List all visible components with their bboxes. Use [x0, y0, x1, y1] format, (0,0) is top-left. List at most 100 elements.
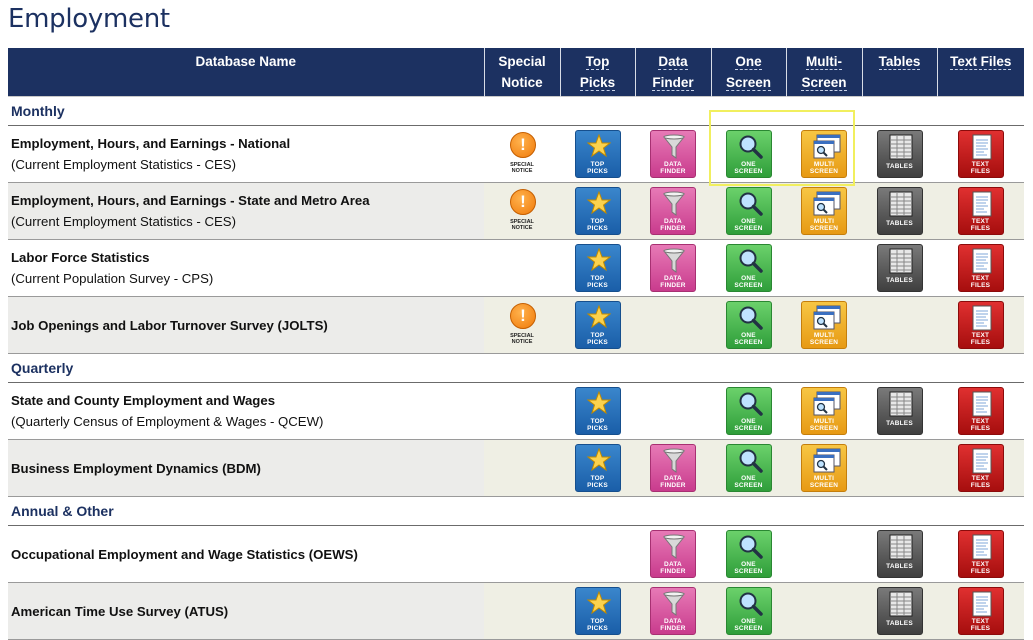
- table-row: Job Openings and Labor Turnover Survey (…: [8, 296, 1024, 354]
- one-screen-icon[interactable]: ONE SCREEN: [725, 187, 772, 235]
- one-screen-icon[interactable]: ONE SCREEN: [725, 244, 772, 292]
- top-picks-icon[interactable]: TOP PICKS: [574, 244, 621, 292]
- text-files-label: TEXT FILES: [959, 475, 1003, 489]
- special-notice-label-2: NOTICE: [511, 339, 533, 345]
- icon-cell: [560, 525, 635, 583]
- database-name-cell[interactable]: Employment, Hours, and Earnings - State …: [8, 182, 484, 240]
- data-finder-icon[interactable]: DATA FINDER: [650, 444, 696, 492]
- icon-label-line: FILES: [970, 568, 991, 575]
- database-title[interactable]: Occupational Employment and Wage Statist…: [11, 546, 358, 562]
- data-finder-icon[interactable]: DATA FINDER: [650, 130, 696, 178]
- header-multi-screen[interactable]: Multi- Screen: [785, 48, 862, 97]
- multi-screen-icon[interactable]: MULTI SCREEN: [801, 301, 847, 349]
- database-title[interactable]: State and County Employment and Wages: [11, 393, 276, 408]
- text-files-icon[interactable]: TEXT FILES: [957, 301, 1004, 349]
- one-screen-icon[interactable]: ONE SCREEN: [725, 444, 772, 492]
- text-files-icon[interactable]: TEXT FILES: [957, 244, 1004, 292]
- data-finder-icon[interactable]: DATA FINDER: [650, 187, 696, 235]
- text-files-icon[interactable]: TEXT FILES: [957, 444, 1004, 492]
- database-title[interactable]: Employment, Hours, and Earnings - Nation…: [11, 136, 291, 151]
- exclamation-icon: !: [510, 189, 536, 215]
- icon-label-line: FILES: [970, 625, 991, 632]
- tables-label: TABLES: [878, 420, 922, 427]
- one-screen-icon[interactable]: ONE SCREEN: [725, 387, 772, 435]
- text-files-icon[interactable]: TEXT FILES: [957, 530, 1004, 578]
- database-name-cell[interactable]: Job Openings and Labor Turnover Survey (…: [8, 296, 484, 354]
- one-screen-icon[interactable]: ONE SCREEN: [725, 130, 772, 178]
- one-screen-icon[interactable]: ONE SCREEN: [725, 587, 772, 635]
- special-notice-icon[interactable]: ! SPECIAL NOTICE: [502, 130, 542, 178]
- one-screen-label: ONE SCREEN: [727, 561, 771, 575]
- text-files-icon[interactable]: TEXT FILES: [957, 587, 1004, 635]
- icon-cell: TEXT FILES: [937, 296, 1024, 354]
- icon-label-line: TABLES: [886, 420, 913, 427]
- top-picks-icon[interactable]: TOP PICKS: [574, 187, 621, 235]
- tables-icon[interactable]: TABLES: [876, 530, 923, 578]
- top-picks-icon[interactable]: TOP PICKS: [574, 587, 621, 635]
- top-picks-icon[interactable]: TOP PICKS: [574, 130, 621, 178]
- database-name-cell[interactable]: Labor Force Statistics (Current Populatio…: [8, 239, 484, 297]
- multi-screen-icon[interactable]: MULTI SCREEN: [801, 187, 847, 235]
- header-text-files[interactable]: Text Files: [936, 48, 1024, 97]
- header-one-screen[interactable]: One Screen: [710, 48, 786, 97]
- database-name-cell[interactable]: Employment, Hours, and Earnings - Nation…: [8, 125, 484, 183]
- icon-label-line: TOP: [590, 475, 605, 482]
- tables-icon[interactable]: TABLES: [876, 187, 923, 235]
- top-picks-icon[interactable]: TOP PICKS: [574, 444, 621, 492]
- data-finder-icon[interactable]: DATA FINDER: [650, 587, 696, 635]
- tables-icon[interactable]: TABLES: [876, 587, 923, 635]
- special-notice-icon[interactable]: ! SPECIAL NOTICE: [502, 187, 542, 235]
- text-files-icon[interactable]: TEXT FILES: [957, 387, 1004, 435]
- one-screen-icon[interactable]: ONE SCREEN: [725, 301, 772, 349]
- database-title[interactable]: American Time Use Survey (ATUS): [11, 603, 229, 619]
- header-data-finder[interactable]: Data Finder: [634, 48, 711, 97]
- database-title[interactable]: Job Openings and Labor Turnover Survey (…: [11, 317, 328, 333]
- multi-screen-icon[interactable]: MULTI SCREEN: [801, 387, 847, 435]
- database-name-cell[interactable]: State and County Employment and Wages (Qu…: [8, 382, 484, 440]
- multi-screen-icon[interactable]: MULTI SCREEN: [801, 130, 847, 178]
- icon-cell: [484, 439, 560, 497]
- database-name-cell[interactable]: American Time Use Survey (ATUS): [8, 582, 484, 640]
- database-title[interactable]: Labor Force Statistics: [11, 250, 150, 265]
- icon-cell: ONE SCREEN: [711, 296, 786, 354]
- tables-icon[interactable]: TABLES: [876, 387, 923, 435]
- icon-label-line: FINDER: [660, 482, 686, 489]
- icon-cell: TEXT FILES: [937, 125, 1024, 183]
- header-top-picks[interactable]: Top Picks: [559, 48, 635, 97]
- icon-label-line: DATA: [664, 561, 682, 568]
- icon-label-line: SCREEN: [809, 339, 839, 346]
- database-name-cell[interactable]: Business Employment Dynamics (BDM): [8, 439, 484, 497]
- special-notice-icon[interactable]: ! SPECIAL NOTICE: [502, 301, 542, 349]
- database-title[interactable]: Business Employment Dynamics (BDM): [11, 460, 261, 476]
- icon-cell: [786, 582, 862, 640]
- icon-label-line: PICKS: [587, 225, 608, 232]
- header-tables[interactable]: Tables: [861, 48, 937, 97]
- tables-icon[interactable]: TABLES: [876, 130, 923, 178]
- icon-label-line: PICKS: [587, 625, 608, 632]
- special-notice-label: SPECIAL NOTICE: [502, 333, 542, 345]
- icon-label-line: FINDER: [660, 168, 686, 175]
- icon-label-line: FINDER: [660, 225, 686, 232]
- one-screen-icon[interactable]: ONE SCREEN: [725, 530, 772, 578]
- multi-screen-label: MULTI SCREEN: [802, 332, 846, 346]
- tables-icon[interactable]: TABLES: [876, 244, 923, 292]
- icon-label-line: TOP: [590, 618, 605, 625]
- data-finder-icon[interactable]: DATA FINDER: [650, 530, 696, 578]
- icon-label-line: DATA: [664, 475, 682, 482]
- database-name-cell[interactable]: Occupational Employment and Wage Statist…: [8, 525, 484, 583]
- text-files-icon[interactable]: TEXT FILES: [957, 130, 1004, 178]
- section-monthly: Monthly: [8, 96, 1024, 126]
- icon-cell: ONE SCREEN: [711, 439, 786, 497]
- data-finder-icon[interactable]: DATA FINDER: [650, 244, 696, 292]
- icon-label-line: PICKS: [587, 425, 608, 432]
- multi-screen-icon[interactable]: MULTI SCREEN: [801, 444, 847, 492]
- top-picks-icon[interactable]: TOP PICKS: [574, 387, 621, 435]
- icon-label-line: FILES: [970, 225, 991, 232]
- icon-cell: TABLES: [862, 582, 937, 640]
- special-notice-label-2: NOTICE: [511, 168, 533, 174]
- text-files-icon[interactable]: TEXT FILES: [957, 187, 1004, 235]
- top-picks-icon[interactable]: TOP PICKS: [574, 301, 621, 349]
- icon-cell: TOP PICKS: [560, 382, 635, 440]
- database-title[interactable]: Employment, Hours, and Earnings - State …: [11, 193, 370, 208]
- top-picks-label: TOP PICKS: [576, 418, 620, 432]
